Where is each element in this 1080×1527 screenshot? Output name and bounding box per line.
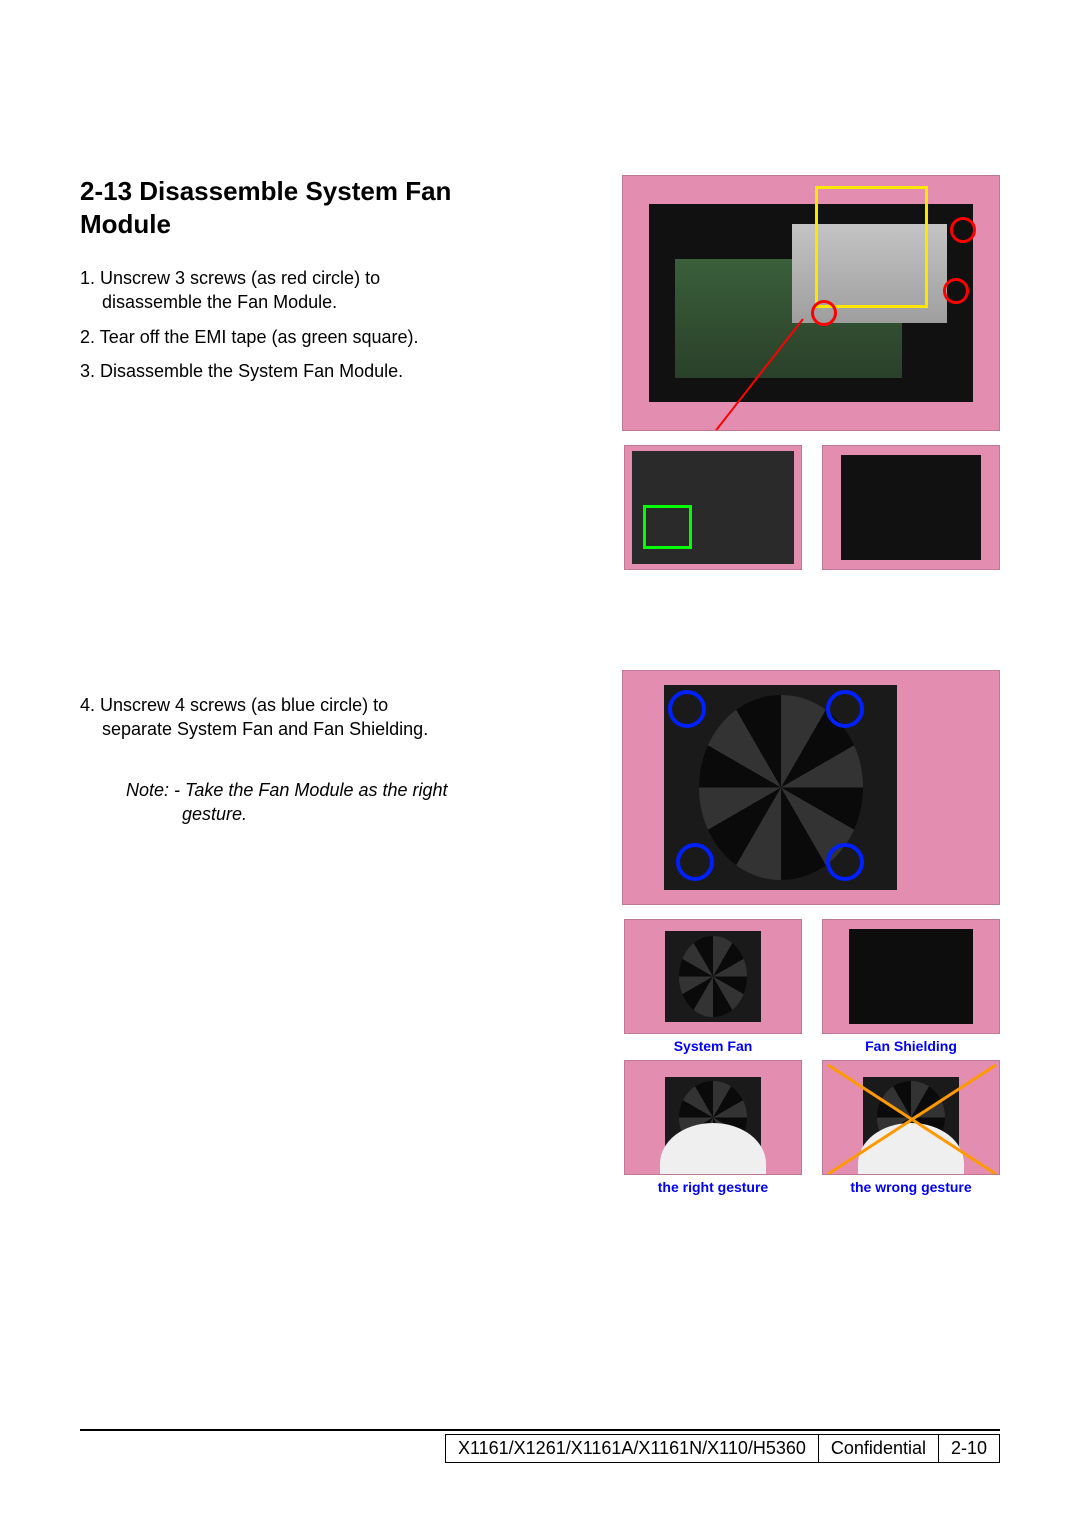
cell-fan-shielding: Fan Shielding xyxy=(822,919,1000,1054)
photo-emi-tape xyxy=(624,445,802,570)
page-content: 2-13 Disassemble System Fan Module 1. Un… xyxy=(80,175,1000,1195)
step-3: 3. Disassemble the System Fan Module. xyxy=(80,359,460,383)
footer-page: 2-10 xyxy=(938,1435,999,1463)
cell-system-fan: System Fan xyxy=(624,919,802,1054)
photo-row-parts: System Fan Fan Shielding xyxy=(500,919,1000,1054)
annotation-blue-circle-2 xyxy=(826,690,864,728)
footer-model: X1161/X1261/X1161A/X1161N/X110/H5360 xyxy=(445,1435,818,1463)
caption-fan-shielding: Fan Shielding xyxy=(865,1038,957,1054)
photo-row-gesture: the right gesture the wrong gesture xyxy=(500,1060,1000,1195)
left-column: 2-13 Disassemble System Fan Module 1. Un… xyxy=(80,175,460,1195)
footer-rule xyxy=(80,1429,1000,1431)
photo-wrong-gesture xyxy=(822,1060,1000,1175)
photo-right-gesture xyxy=(624,1060,802,1175)
photo-projector-open xyxy=(622,175,1000,431)
section-heading: 2-13 Disassemble System Fan Module xyxy=(80,175,460,240)
footer-table: X1161/X1261/X1161A/X1161N/X110/H5360 Con… xyxy=(445,1434,1000,1463)
step-2: 2. Tear off the EMI tape (as green squar… xyxy=(80,325,460,349)
photo-system-fan xyxy=(624,919,802,1034)
step-1: 1. Unscrew 3 screws (as red circle) to d… xyxy=(80,266,460,315)
right-column: System Fan Fan Shielding the right gestu… xyxy=(500,175,1000,1195)
annotation-red-circle-2 xyxy=(950,217,976,243)
annotation-blue-circle-3 xyxy=(676,843,714,881)
photo-fan-shielding xyxy=(822,919,1000,1034)
annotation-yellow-rect xyxy=(815,186,928,308)
photo-fan-module-removed xyxy=(822,445,1000,570)
annotation-green-rect xyxy=(643,505,692,549)
annotation-blue-circle-1 xyxy=(668,690,706,728)
note-text: Note: - Take the Fan Module as the right… xyxy=(80,778,460,827)
footer-confidential: Confidential xyxy=(818,1435,938,1463)
spacer xyxy=(80,393,460,693)
step-4: 4. Unscrew 4 screws (as blue circle) to … xyxy=(80,693,460,742)
photo-fan-screws xyxy=(622,670,1000,905)
cell-wrong-gesture: the wrong gesture xyxy=(822,1060,1000,1195)
caption-wrong-gesture: the wrong gesture xyxy=(850,1179,971,1195)
caption-system-fan: System Fan xyxy=(674,1038,753,1054)
photo-row-2 xyxy=(500,445,1000,570)
annotation-red-circle-3 xyxy=(943,278,969,304)
caption-right-gesture: the right gesture xyxy=(658,1179,768,1195)
cell-right-gesture: the right gesture xyxy=(624,1060,802,1195)
